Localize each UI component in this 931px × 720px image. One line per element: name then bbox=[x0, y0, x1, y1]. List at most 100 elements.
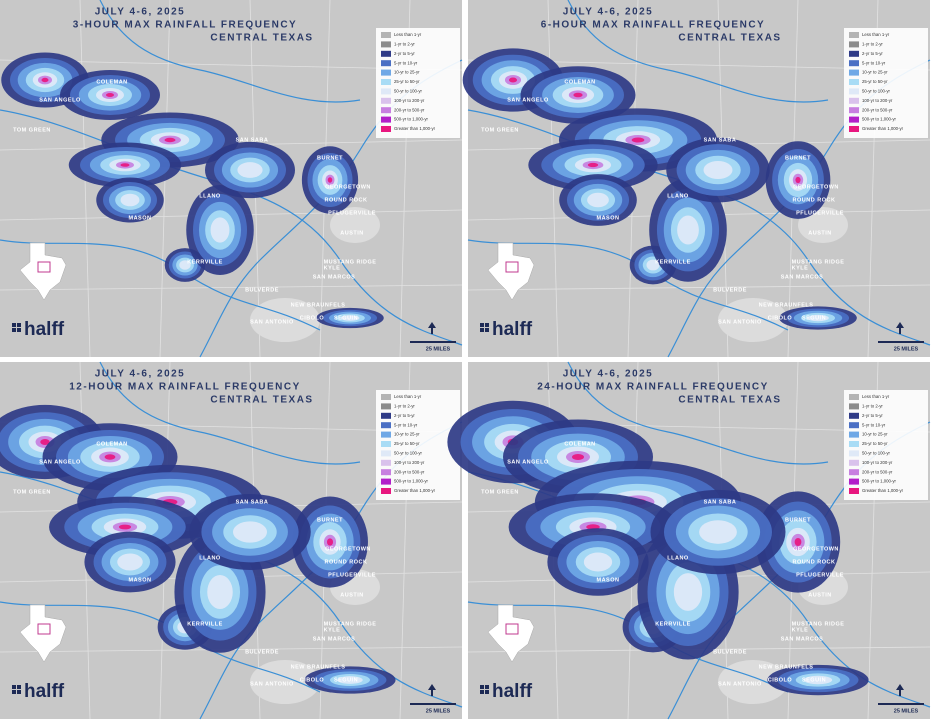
legend-swatch bbox=[381, 116, 391, 123]
legend-swatch bbox=[849, 69, 859, 76]
legend-label: 1-yr to 2-yr bbox=[394, 42, 415, 47]
city-label: KYLE bbox=[324, 627, 341, 633]
legend-label: 5-yr to 10-yr bbox=[862, 422, 886, 427]
rainfall-zone bbox=[337, 676, 363, 684]
legend-label: 2-yr to 5-yr bbox=[394, 413, 415, 418]
legend-swatch bbox=[381, 459, 391, 466]
rainfall-zone bbox=[587, 192, 609, 208]
panel-title: CENTRAL TEXAS bbox=[210, 395, 313, 406]
city-label: CIBOLO bbox=[768, 315, 793, 321]
legend-swatch bbox=[381, 478, 391, 485]
scale-label: 25 MILES bbox=[894, 346, 919, 352]
map-panel: SAN ANGELO COLEMAN TOM GREEN MASON LLANO SAN … bbox=[462, 0, 931, 358]
rainfall-zone bbox=[237, 162, 263, 178]
river bbox=[99, 361, 361, 465]
legend-label: 100-yr to 200-yr bbox=[862, 98, 893, 103]
panel-title: 12-HOUR MAX RAINFALL FREQUENCY bbox=[69, 382, 301, 393]
city-label: LLANO bbox=[667, 193, 689, 199]
city-label: GEORGETOWN bbox=[793, 546, 839, 552]
legend-label: Greater than 1,000-yr bbox=[862, 488, 904, 493]
logo-icon bbox=[485, 328, 489, 332]
city-label: SAN ANGELO bbox=[507, 459, 549, 465]
legend-swatch bbox=[381, 41, 391, 48]
city-label: MASON bbox=[597, 577, 620, 583]
rainfall-zone bbox=[118, 524, 132, 530]
legend-label: 25-yr to 50-yr bbox=[862, 441, 888, 446]
panel-title: CENTRAL TEXAS bbox=[678, 395, 781, 406]
rainfall-zone bbox=[703, 160, 733, 180]
city-label: COLEMAN bbox=[564, 79, 595, 85]
legend-label: 10-yr to 25-yr bbox=[862, 70, 888, 75]
river bbox=[567, 361, 829, 465]
rainfall-zone bbox=[340, 315, 360, 321]
city-label: SAN SABA bbox=[704, 137, 737, 143]
city-label: KYLE bbox=[792, 265, 809, 271]
legend-label: 1-yr to 2-yr bbox=[394, 404, 415, 409]
legend-swatch bbox=[381, 126, 391, 132]
legend-swatch bbox=[381, 422, 391, 429]
urban-area bbox=[330, 207, 380, 243]
city-label: MUSTANG RIDGE bbox=[792, 259, 845, 265]
rainfall-zone bbox=[673, 573, 703, 611]
legend-swatch bbox=[849, 107, 859, 114]
legend-label: 5-yr to 10-yr bbox=[862, 60, 886, 65]
north-arrow bbox=[428, 684, 436, 696]
legend-label: 5-yr to 10-yr bbox=[394, 60, 418, 65]
legend-label: 25-yr to 50-yr bbox=[862, 79, 888, 84]
legend-label: 1-yr to 2-yr bbox=[862, 42, 883, 47]
city-label: LLANO bbox=[199, 555, 221, 561]
scale-label: 25 MILES bbox=[426, 346, 451, 352]
legend-label: 25-yr to 50-yr bbox=[394, 441, 420, 446]
north-arrow bbox=[896, 322, 904, 334]
legend-label: 50-yr to 100-yr bbox=[394, 89, 423, 94]
rainfall-zone bbox=[106, 93, 114, 97]
rainfall-zone bbox=[803, 675, 833, 685]
legend-swatch bbox=[849, 450, 859, 457]
city-label: SAN SABA bbox=[236, 499, 269, 505]
rainfall-zone bbox=[117, 553, 143, 571]
city-label: COLEMAN bbox=[96, 79, 127, 85]
legend-label: 10-yr to 25-yr bbox=[862, 432, 888, 437]
logo-icon bbox=[485, 685, 489, 689]
city-label: SAN ANTONIO bbox=[250, 319, 294, 325]
legend-label: 50-yr to 100-yr bbox=[394, 451, 423, 456]
rainfall-zone bbox=[40, 439, 50, 445]
rainfall-zone bbox=[587, 162, 599, 168]
rainfall-zone bbox=[631, 137, 645, 143]
legend-label: 200-yr to 500-yr bbox=[394, 107, 425, 112]
legend-swatch bbox=[849, 50, 859, 57]
river bbox=[0, 109, 463, 346]
logo-icon bbox=[485, 690, 489, 694]
city-label: SAN ANTONIO bbox=[250, 681, 294, 687]
rainfall-zone bbox=[326, 538, 334, 546]
inset-extent bbox=[505, 261, 519, 273]
legend-label: 5-yr to 10-yr bbox=[394, 422, 418, 427]
logo-icon bbox=[480, 685, 484, 689]
legend-label: Less than 1-yr bbox=[862, 394, 890, 399]
legend-label: 500-yr to 1,000-yr bbox=[862, 117, 896, 122]
legend-swatch bbox=[849, 394, 859, 400]
panel-title: 6-HOUR MAX RAINFALL FREQUENCY bbox=[541, 20, 765, 31]
legend-label: 2-yr to 5-yr bbox=[862, 51, 883, 56]
panel-title: CENTRAL TEXAS bbox=[678, 33, 781, 44]
city-label: BURNET bbox=[785, 517, 811, 523]
legend-swatch bbox=[849, 116, 859, 123]
rainfall-zone bbox=[508, 77, 518, 83]
city-label: KERRVILLE bbox=[655, 259, 691, 265]
city-label: MASON bbox=[597, 215, 620, 221]
city-label: ROUND ROCK bbox=[793, 559, 836, 565]
legend-label: 500-yr to 1,000-yr bbox=[862, 479, 896, 484]
city-label: NEW BRAUNFELS bbox=[291, 302, 346, 308]
city-label: SAN ANGELO bbox=[39, 459, 81, 465]
city-label: ROUND ROCK bbox=[793, 197, 836, 203]
city-label: SEGUIN bbox=[802, 315, 826, 321]
panel-title: CENTRAL TEXAS bbox=[210, 33, 313, 44]
inset-extent bbox=[505, 623, 519, 635]
legend-swatch bbox=[381, 431, 391, 438]
city-label: BURNET bbox=[317, 517, 343, 523]
city-label: CIBOLO bbox=[768, 677, 793, 683]
legend-swatch bbox=[381, 50, 391, 57]
rainfall-zone bbox=[232, 521, 268, 543]
legend-swatch bbox=[381, 469, 391, 476]
